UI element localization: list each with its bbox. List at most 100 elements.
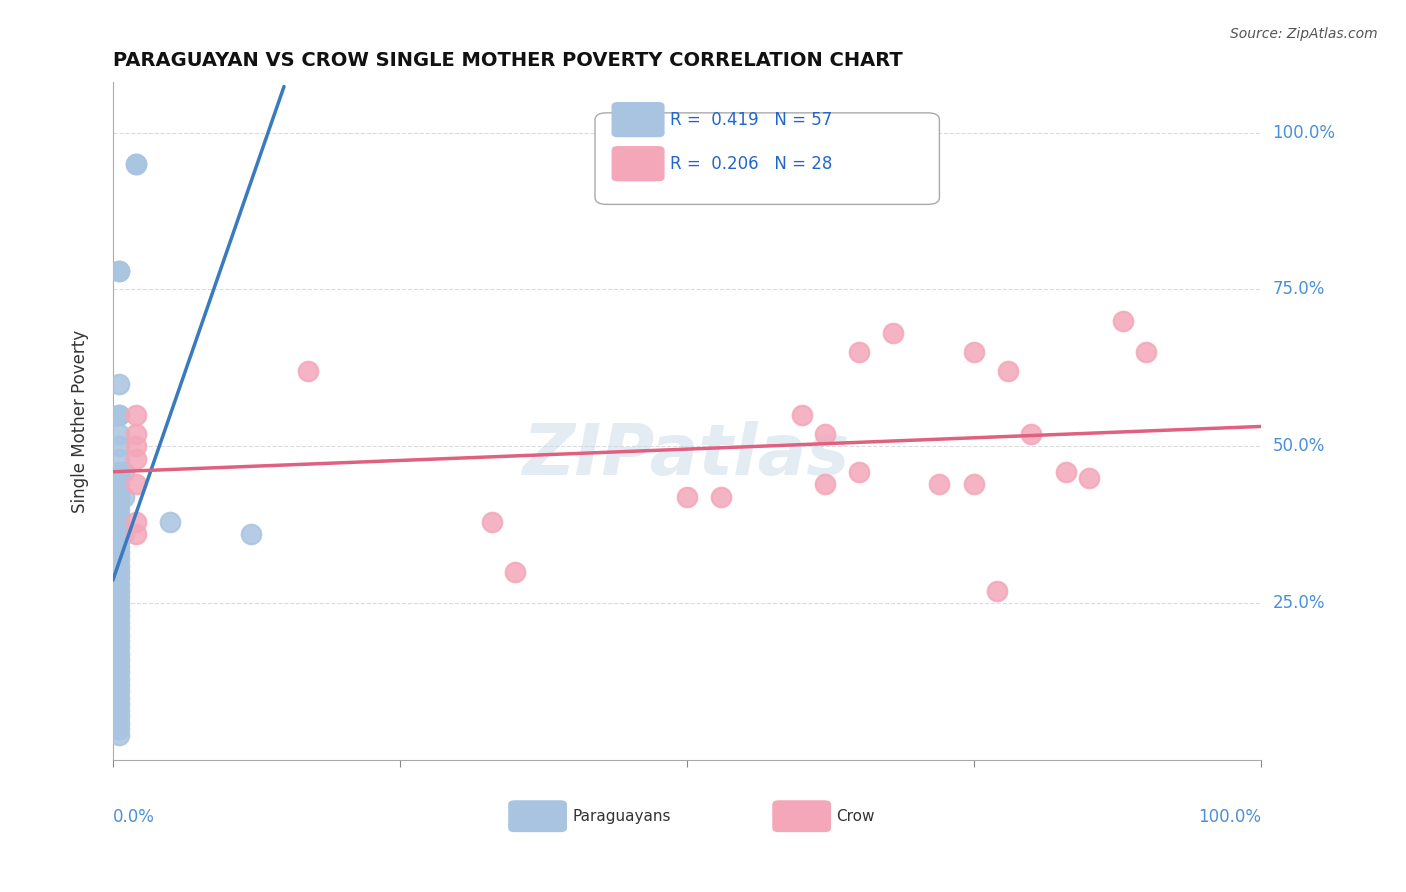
Point (107, 647, 129, 661)
Point (107, 577, 129, 591)
Point (297, 364, 319, 378)
Point (125, 157, 148, 171)
Point (710, 490, 733, 504)
FancyBboxPatch shape (509, 801, 567, 831)
Point (503, 565, 526, 579)
Point (239, 527, 262, 541)
Point (125, 157, 148, 171)
Point (107, 540, 129, 554)
Point (107, 565, 129, 579)
Text: 75.0%: 75.0% (1272, 280, 1324, 299)
Point (125, 452, 148, 467)
Point (928, 477, 950, 491)
Text: R =  0.206   N = 28: R = 0.206 N = 28 (669, 154, 832, 173)
Point (107, 263, 129, 277)
Point (107, 483, 129, 498)
Point (1135, 345, 1157, 359)
Point (107, 426, 129, 441)
Point (107, 263, 129, 277)
Text: 100.0%: 100.0% (1272, 124, 1336, 142)
Point (107, 527, 129, 541)
Point (107, 558, 129, 573)
Point (107, 659, 129, 673)
Point (997, 364, 1019, 378)
Point (107, 533, 129, 548)
Point (112, 490, 135, 504)
Point (107, 546, 129, 560)
Point (107, 521, 129, 535)
Point (125, 426, 148, 441)
Point (107, 439, 129, 453)
FancyBboxPatch shape (595, 113, 939, 204)
Point (107, 583, 129, 598)
Point (107, 690, 129, 705)
Point (107, 490, 129, 504)
Point (159, 515, 181, 529)
Point (107, 615, 129, 630)
Text: 50.0%: 50.0% (1272, 437, 1324, 456)
Text: Paraguayans: Paraguayans (572, 809, 671, 824)
Point (1019, 426, 1042, 441)
Point (963, 477, 986, 491)
Point (107, 590, 129, 604)
Point (107, 571, 129, 585)
Point (848, 465, 870, 479)
Point (125, 477, 148, 491)
Point (813, 426, 835, 441)
Point (107, 496, 129, 510)
Point (107, 477, 129, 491)
Point (125, 439, 148, 453)
Point (107, 602, 129, 616)
Point (125, 515, 148, 529)
Point (107, 665, 129, 680)
Point (125, 527, 148, 541)
Point (107, 703, 129, 717)
Point (107, 552, 129, 566)
FancyBboxPatch shape (612, 147, 664, 181)
Point (107, 376, 129, 391)
Point (107, 678, 129, 692)
Point (107, 672, 129, 686)
Point (107, 722, 129, 736)
Point (813, 477, 835, 491)
Point (107, 608, 129, 623)
Point (848, 345, 870, 359)
Point (107, 465, 129, 479)
Text: Source: ZipAtlas.com: Source: ZipAtlas.com (1230, 27, 1378, 41)
Text: ZIPatlas: ZIPatlas (523, 421, 851, 490)
Point (1112, 314, 1135, 328)
Point (1054, 465, 1077, 479)
FancyBboxPatch shape (773, 801, 831, 831)
Text: 0.0%: 0.0% (112, 808, 155, 826)
Text: Crow: Crow (837, 809, 875, 824)
Point (107, 684, 129, 698)
Point (107, 452, 129, 467)
Point (125, 408, 148, 422)
Point (107, 697, 129, 711)
Point (676, 490, 699, 504)
Point (790, 408, 813, 422)
Point (107, 715, 129, 730)
Point (107, 728, 129, 742)
Text: R =  0.419   N = 57: R = 0.419 N = 57 (669, 111, 832, 128)
Text: 100.0%: 100.0% (1198, 808, 1261, 826)
Point (107, 502, 129, 516)
Point (107, 408, 129, 422)
Point (112, 465, 135, 479)
Point (107, 628, 129, 642)
Point (1077, 471, 1099, 485)
Point (107, 515, 129, 529)
Point (107, 508, 129, 523)
Point (107, 596, 129, 610)
Point (963, 345, 986, 359)
Point (107, 640, 129, 655)
Point (986, 583, 1008, 598)
Point (481, 515, 503, 529)
Point (107, 622, 129, 636)
Point (882, 326, 904, 341)
Point (107, 653, 129, 667)
Y-axis label: Single Mother Poverty: Single Mother Poverty (72, 330, 89, 513)
Point (107, 408, 129, 422)
FancyBboxPatch shape (612, 103, 664, 136)
Point (107, 634, 129, 648)
